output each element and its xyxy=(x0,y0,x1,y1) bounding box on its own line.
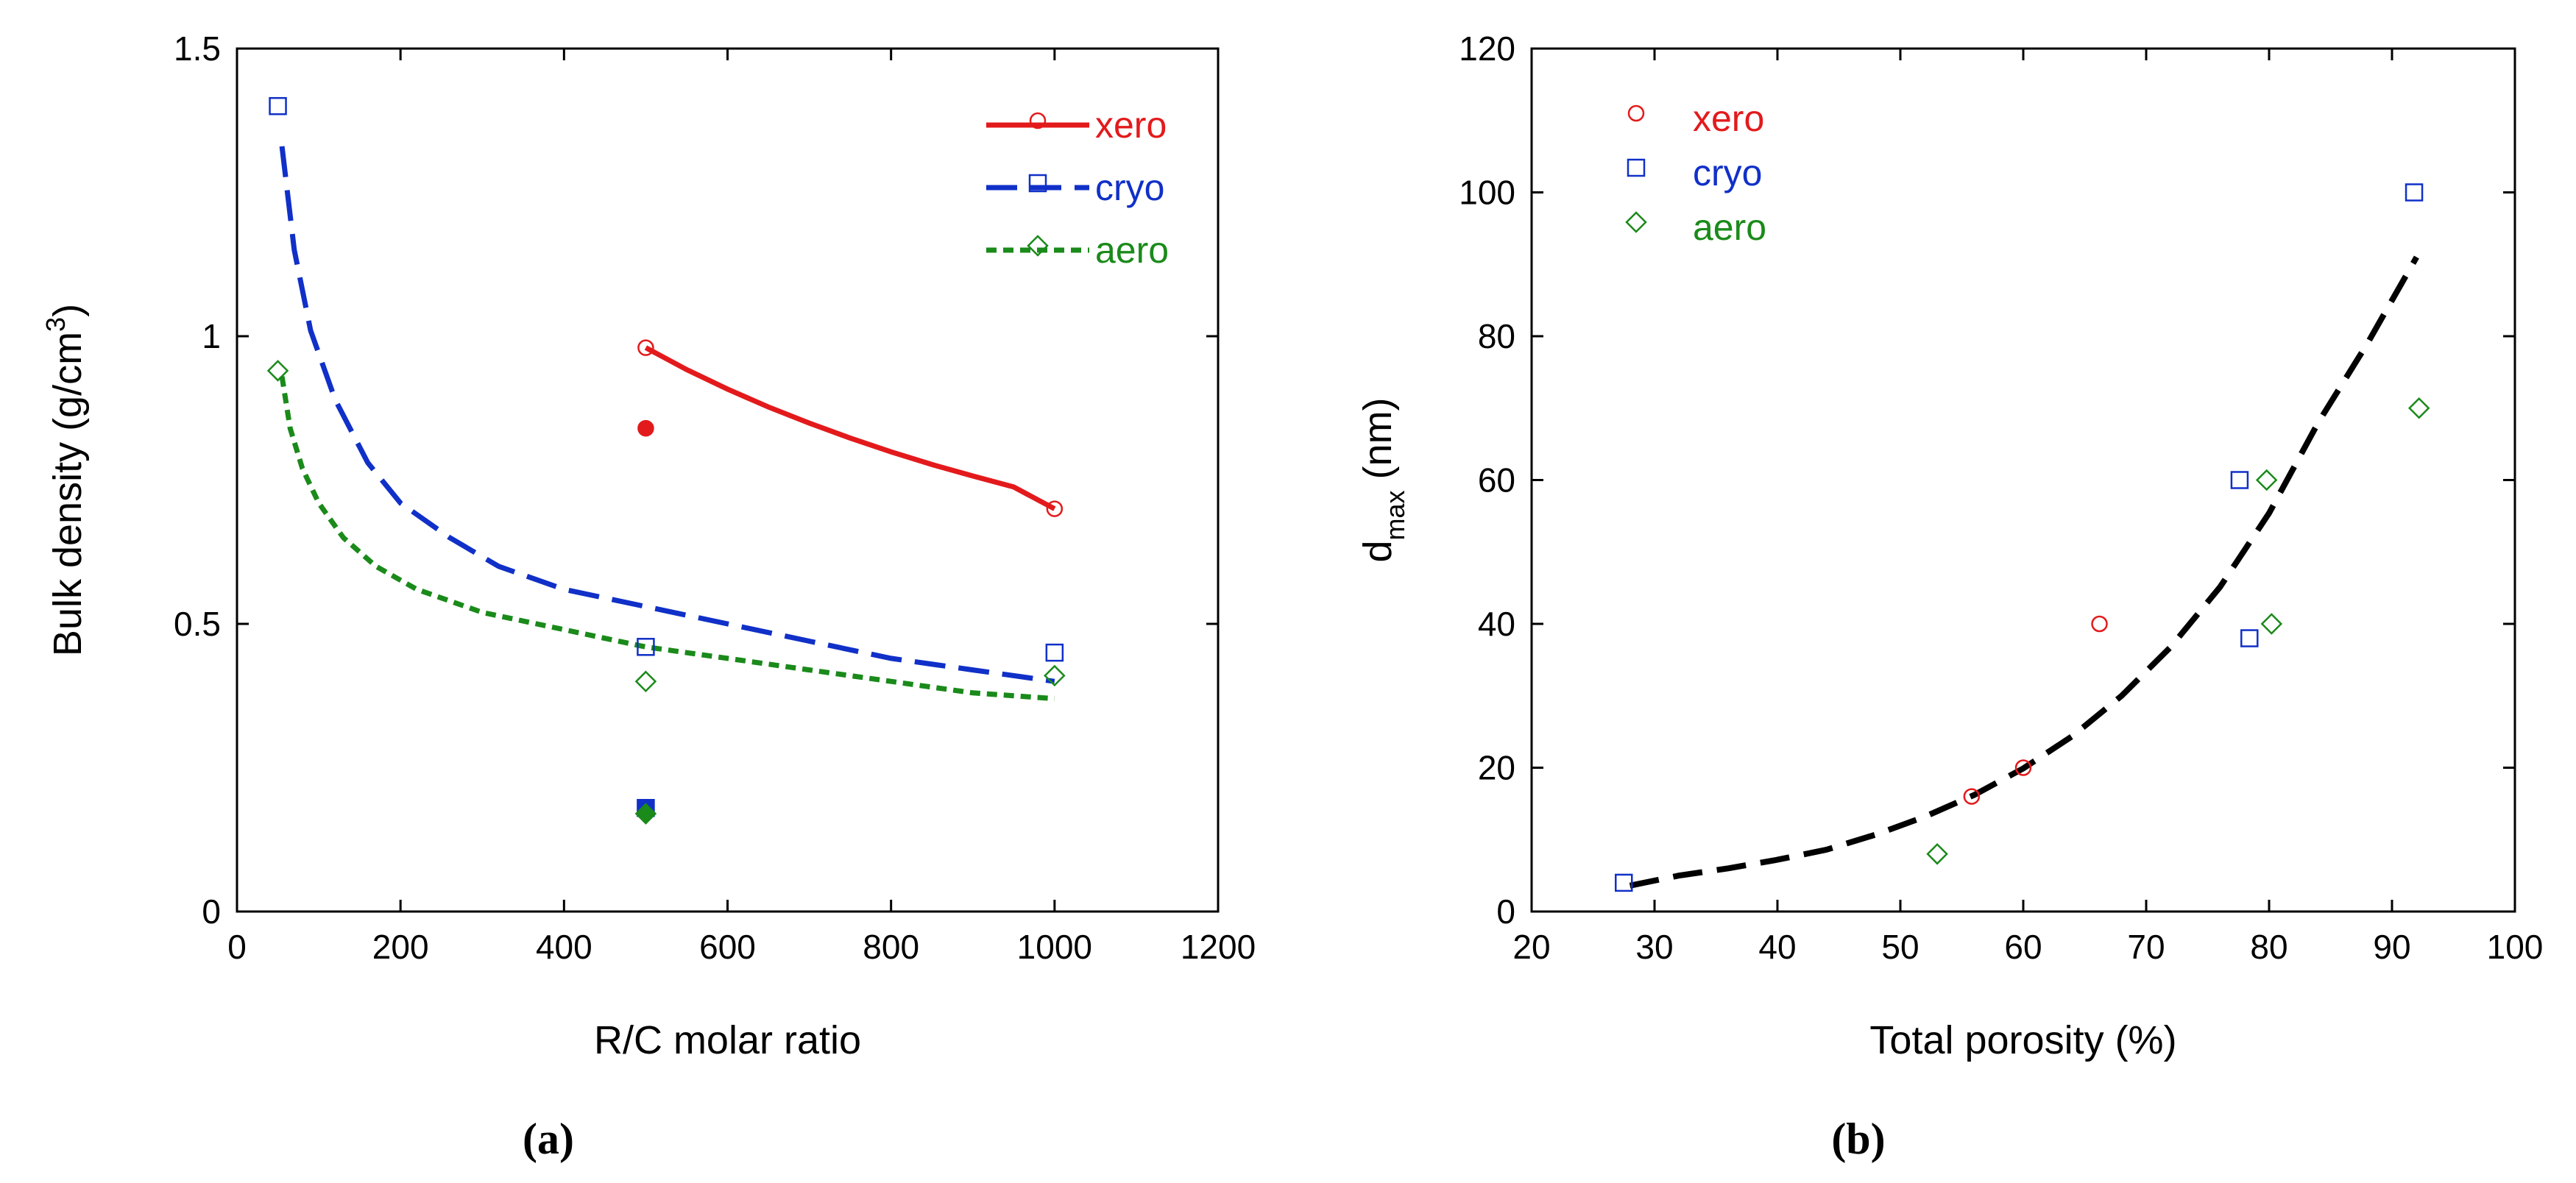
y-tick-label: 20 xyxy=(1478,749,1515,787)
legend-marker-xero xyxy=(1029,112,1047,129)
fit-line-xero xyxy=(644,345,1056,511)
legend-label-xero: xero xyxy=(1693,98,1764,139)
y-tick-label: 0 xyxy=(202,892,221,931)
y-tick-label: 80 xyxy=(1478,317,1515,355)
x-tick-label: 50 xyxy=(1881,928,1919,966)
point-xero xyxy=(637,339,654,356)
y-tick-label: 40 xyxy=(1478,605,1515,643)
filled-point-xero xyxy=(637,419,654,437)
legend-label-aero: aero xyxy=(1693,207,1766,248)
x-axis-title: Total porosity (%) xyxy=(1869,1018,2176,1062)
x-tick-label: 100 xyxy=(2487,928,2544,966)
y-tick-label: 120 xyxy=(1459,29,1515,68)
y-tick-label: 60 xyxy=(1478,461,1515,500)
point-xero xyxy=(1046,500,1064,517)
x-tick-label: 1000 xyxy=(1017,928,1092,966)
point-xero xyxy=(2014,759,2032,776)
legend-label-aero: aero xyxy=(1095,230,1169,271)
x-tick-label: 1200 xyxy=(1181,928,1256,966)
panel-label-b: (b) xyxy=(1831,1115,1885,1163)
point-aero xyxy=(2255,469,2278,491)
y-axis-title: Bulk density (g/cm3) xyxy=(40,304,90,656)
point-xero xyxy=(2091,615,2108,633)
panel-label-a: (a) xyxy=(523,1115,574,1163)
point-aero xyxy=(1044,664,1066,687)
point-cryo xyxy=(637,638,655,656)
point-aero xyxy=(2407,397,2430,419)
x-tick-label: 400 xyxy=(536,928,592,966)
y-tick-label: 0 xyxy=(1496,892,1515,931)
point-aero xyxy=(266,360,289,382)
fit-line-aero xyxy=(279,376,1055,702)
chart-panel-a: 0 200 400 600 800 1000 1200 0 0.5 1 1.5 R/C molar r… xyxy=(40,29,1256,1163)
point-aero xyxy=(1926,843,1948,865)
legend-label-xero: xero xyxy=(1095,104,1167,146)
legend-marker-xero xyxy=(1627,104,1645,122)
y-axis-title: dmax (nm) xyxy=(1356,397,1410,562)
x-tick-label: 600 xyxy=(699,928,756,966)
x-tick-label: 90 xyxy=(2373,928,2410,966)
filled-point-aero xyxy=(634,803,657,825)
point-cryo xyxy=(2230,471,2249,489)
x-axis-title: R/C molar ratio xyxy=(594,1018,861,1062)
y-tick-label: 0.5 xyxy=(174,605,221,643)
x-tick-label: 60 xyxy=(2004,928,2042,966)
point-aero xyxy=(2260,613,2283,635)
x-tick-label: 0 xyxy=(227,928,247,966)
x-tick-label: 800 xyxy=(863,928,919,966)
x-tick-label: 20 xyxy=(1512,928,1550,966)
point-xero xyxy=(1963,788,1981,805)
plot-frame xyxy=(1530,47,2516,913)
legend-label-cryo: cryo xyxy=(1693,152,1762,193)
chart-panel-b: 20 30 40 50 60 70 80 90 100020406080100120Total … xyxy=(1356,29,2543,1163)
y-tick-label: 1 xyxy=(202,317,221,355)
legend-marker-cryo xyxy=(1627,158,1646,177)
x-tick-label: 30 xyxy=(1635,928,1673,966)
point-aero xyxy=(634,670,657,692)
point-cryo xyxy=(1615,873,1633,892)
legend-marker-aero xyxy=(1625,211,1647,233)
x-tick-label: 40 xyxy=(1758,928,1796,966)
y-tick-label: 100 xyxy=(1459,174,1515,212)
fit-line-cryo xyxy=(279,146,1055,684)
point-cryo xyxy=(269,96,287,116)
x-tick-label: 70 xyxy=(2127,928,2165,966)
point-cryo xyxy=(2405,183,2424,202)
x-tick-label: 80 xyxy=(2250,928,2287,966)
fit-curve xyxy=(1629,255,2419,889)
point-cryo xyxy=(1045,643,1064,662)
point-cryo xyxy=(2240,629,2259,647)
legend-marker-aero xyxy=(1027,235,1049,257)
legend-label-cryo: cryo xyxy=(1095,167,1164,208)
x-tick-label: 200 xyxy=(372,928,429,966)
legend-marker-cryo xyxy=(1028,174,1047,193)
y-tick-label: 1.5 xyxy=(174,29,221,68)
